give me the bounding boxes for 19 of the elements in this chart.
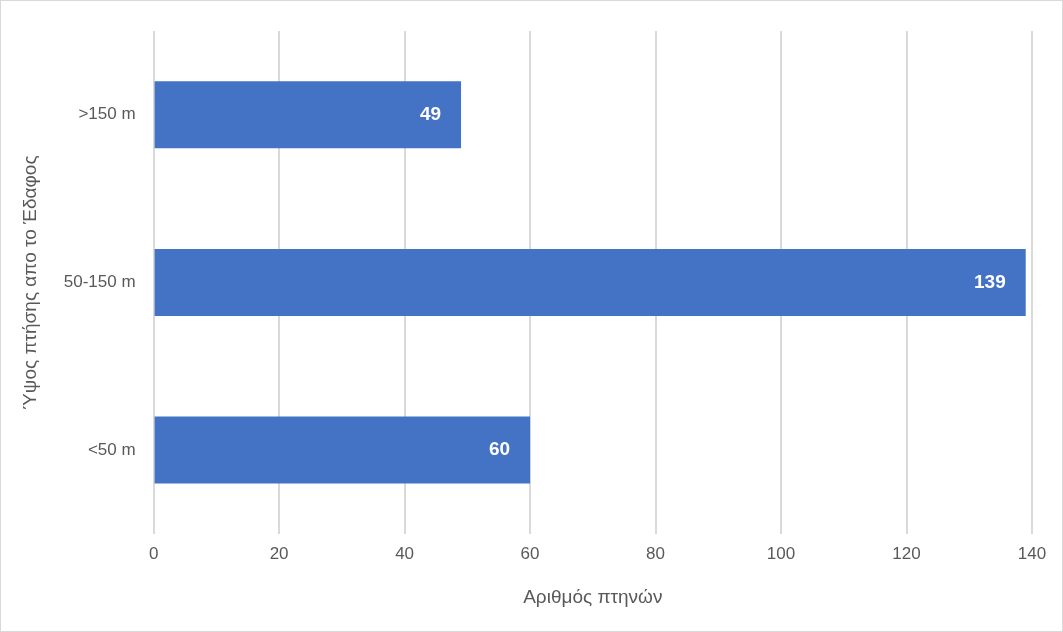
bar bbox=[154, 248, 1026, 316]
y-tick-label: >150 m bbox=[78, 104, 136, 124]
x-tick-label: 0 bbox=[148, 543, 159, 563]
data-label: 60 bbox=[488, 438, 511, 460]
x-axis-title: Αριθμός πτηνών bbox=[523, 585, 663, 607]
data-label: 139 bbox=[974, 270, 1006, 292]
x-tick-label: 80 bbox=[646, 543, 666, 563]
y-axis-title: Ύψος πτήσης απο το Έδαφος bbox=[18, 155, 40, 410]
x-tick-label: 20 bbox=[269, 543, 289, 563]
x-tick-label: 60 bbox=[520, 543, 540, 563]
x-tick-label: 140 bbox=[1017, 543, 1047, 563]
x-tick-label: 120 bbox=[892, 543, 921, 563]
bar bbox=[154, 416, 531, 484]
x-tick-label: 40 bbox=[395, 543, 415, 563]
y-tick-label: <50 m bbox=[87, 439, 136, 459]
data-label: 49 bbox=[419, 103, 442, 125]
bar bbox=[154, 81, 462, 149]
y-tick-label: 50-150 m bbox=[63, 272, 136, 292]
x-tick-label: 100 bbox=[766, 543, 796, 563]
